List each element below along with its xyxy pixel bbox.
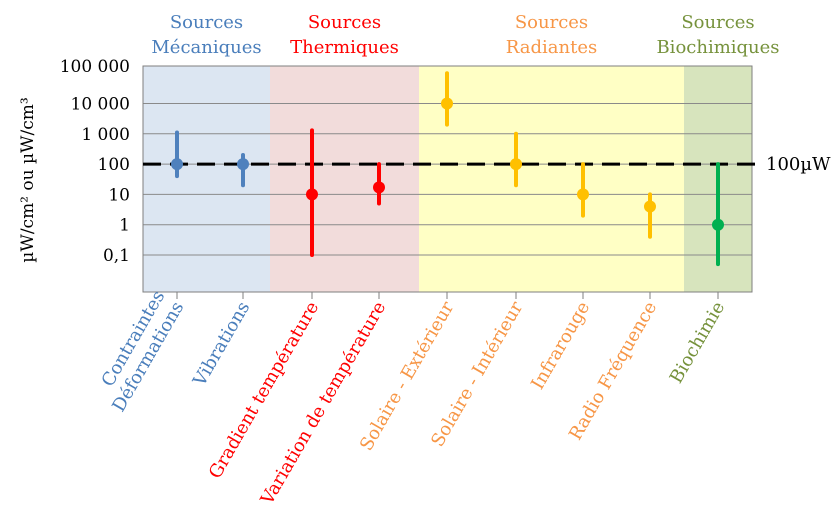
data-point bbox=[577, 188, 589, 201]
category-label: Variation de température bbox=[256, 298, 390, 506]
group-label: Radiantes bbox=[506, 37, 597, 58]
y-tick-label: 100 000 bbox=[60, 57, 130, 77]
data-point bbox=[306, 188, 318, 201]
reference-line-label: 100µW bbox=[766, 154, 831, 175]
category-label-line: Infrarouge bbox=[527, 298, 594, 393]
category-label: Vibrations bbox=[189, 298, 255, 391]
group-band bbox=[143, 66, 270, 292]
data-point bbox=[712, 218, 724, 231]
y-tick-label: 100 bbox=[98, 155, 130, 175]
group-label: Mécaniques bbox=[151, 37, 261, 58]
data-point bbox=[441, 97, 453, 110]
category-label-line: Vibrations bbox=[189, 298, 255, 391]
category-label: Infrarouge bbox=[527, 298, 594, 393]
group-label: Sources bbox=[681, 12, 754, 33]
y-tick-label: 1 bbox=[119, 216, 130, 236]
group-label: Biochimiques bbox=[656, 37, 779, 58]
y-tick-label: 10 bbox=[108, 185, 130, 205]
data-marks bbox=[171, 71, 724, 267]
category-label: Biochimie bbox=[666, 298, 730, 387]
category-label-line: Biochimie bbox=[666, 298, 730, 387]
data-point bbox=[237, 158, 249, 171]
group-label: Sources bbox=[308, 12, 381, 33]
group-label: Sources bbox=[170, 12, 243, 33]
y-tick-label: 1 000 bbox=[81, 125, 130, 145]
group-band bbox=[270, 66, 419, 292]
data-point bbox=[373, 181, 385, 194]
data-point bbox=[510, 158, 522, 171]
group-label: Sources bbox=[515, 12, 588, 33]
data-point bbox=[644, 200, 656, 213]
group-label: Thermiques bbox=[290, 37, 399, 58]
group-band bbox=[419, 66, 684, 292]
data-point bbox=[171, 158, 183, 171]
y-tick-label: 0,1 bbox=[103, 246, 130, 266]
y-tick-label: 10 000 bbox=[71, 95, 130, 115]
category-label-line: Variation de température bbox=[256, 298, 390, 506]
y-axis-label: µW/cm² ou µW/cm³ bbox=[18, 97, 38, 262]
